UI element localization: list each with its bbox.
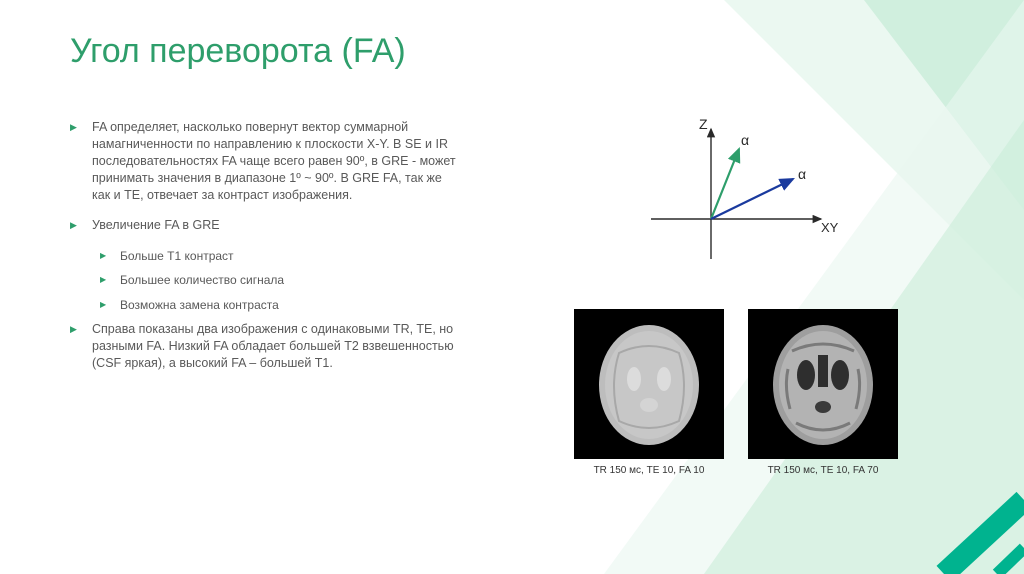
scan-row: TR 150 мс, TE 10, FA 10 bbox=[574, 309, 898, 476]
scan-left: TR 150 мс, TE 10, FA 10 bbox=[574, 309, 724, 476]
sub-bullet-3: Возможна замена контраста bbox=[100, 297, 460, 313]
axis-z-label: Z bbox=[699, 116, 708, 132]
bullet-2: Увеличение FA в GRE bbox=[70, 217, 460, 234]
sub-bullet-1: Больше Т1 контраст bbox=[100, 248, 460, 264]
mri-scan-image-high-fa bbox=[748, 309, 898, 459]
axis-xy-label: XY bbox=[821, 220, 839, 235]
scan-caption-right: TR 150 мс, TE 10, FA 70 bbox=[768, 465, 879, 476]
alpha-label-1: α bbox=[741, 132, 749, 148]
bullet-3: Справа показаны два изображения с одинак… bbox=[70, 321, 460, 372]
sub-bullet-2: Большее количество сигнала bbox=[100, 272, 460, 288]
scan-right: TR 150 мс, TE 10, FA 70 bbox=[748, 309, 898, 476]
alpha-label-2: α bbox=[798, 166, 806, 182]
flip-angle-diagram: Z XY α α bbox=[621, 109, 851, 279]
bullet-column: FA определяет, насколько повернут вектор… bbox=[70, 119, 460, 476]
slide-title: Угол переворота (FA) bbox=[70, 32, 976, 71]
scan-caption-left: TR 150 мс, TE 10, FA 10 bbox=[594, 465, 705, 476]
bullet-1: FA определяет, насколько повернут вектор… bbox=[70, 119, 460, 203]
mri-scan-image-low-fa bbox=[574, 309, 724, 459]
